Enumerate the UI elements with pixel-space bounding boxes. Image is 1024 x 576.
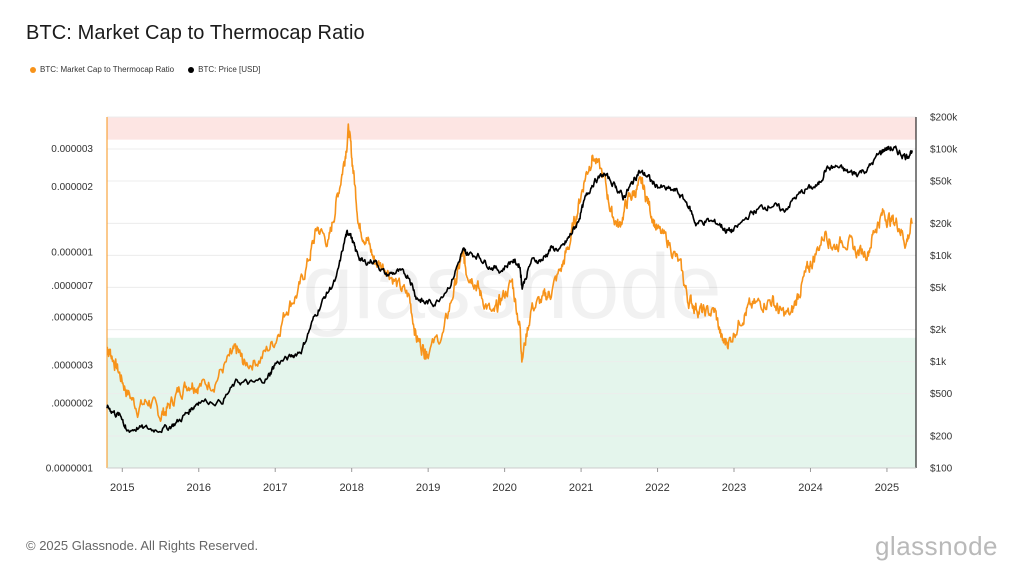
left-tick-label: .0000007 xyxy=(51,281,93,292)
left-tick-label: .0000002 xyxy=(51,398,93,409)
right-tick-label: $100 xyxy=(930,464,953,475)
legend-label-ratio: BTC: Market Cap to Thermocap Ratio xyxy=(40,65,175,74)
right-tick-label: $5k xyxy=(930,283,947,294)
x-tick-label: 2023 xyxy=(722,482,746,494)
right-tick-label: $1k xyxy=(930,357,947,368)
series-ratio-line xyxy=(106,123,913,422)
left-tick-label: 0.0000001 xyxy=(46,464,94,475)
x-tick-label: 2017 xyxy=(263,482,287,494)
legend-item-price[interactable]: BTC: Price [USD] xyxy=(188,65,260,74)
lower-band xyxy=(107,337,916,468)
left-tick-label: 0.000001 xyxy=(51,247,93,258)
right-tick-label: $200 xyxy=(930,431,953,442)
axes-layer: 0.000003 0.000002 0.000001 .0000007 .0000005… xyxy=(46,113,959,495)
legend-dot-price xyxy=(188,66,195,73)
right-tick-label: $500 xyxy=(930,389,953,400)
right-tick-label: $200k xyxy=(930,113,958,124)
x-tick-label: 2018 xyxy=(339,482,363,494)
right-tick-label: $50k xyxy=(930,177,953,188)
x-tick-label: 2022 xyxy=(645,482,669,494)
legend-label-price: BTC: Price [USD] xyxy=(198,65,261,74)
series-layer xyxy=(106,123,913,434)
left-tick-label: 0.000002 xyxy=(51,182,93,193)
x-tick-label: 2025 xyxy=(875,482,899,494)
x-tick-label: 2020 xyxy=(492,482,516,494)
right-tick-label: $100k xyxy=(930,145,958,156)
brand-logo[interactable]: glassnode xyxy=(874,531,998,561)
right-tick-label: $10k xyxy=(930,251,953,262)
right-tick-label: $2k xyxy=(930,325,947,336)
x-tick-label: 2019 xyxy=(416,482,440,494)
x-tick-label: 2016 xyxy=(187,482,211,494)
chart-title: BTC: Market Cap to Thermocap Ratio xyxy=(26,22,365,44)
x-tick-label: 2021 xyxy=(569,482,593,494)
legend-dot-ratio xyxy=(30,66,36,73)
legend-item-ratio[interactable]: BTC: Market Cap to Thermocap Ratio xyxy=(30,65,174,74)
x-tick-label: 2024 xyxy=(798,482,822,494)
right-tick-label: $20k xyxy=(930,219,953,230)
series-price-line xyxy=(106,145,913,434)
copyright-footer: © 2025 Glassnode. All Rights Reserved. xyxy=(26,538,259,553)
left-tick-label: .0000003 xyxy=(51,360,93,371)
legend: BTC: Market Cap to Thermocap Ratio BTC: … xyxy=(30,65,260,74)
x-tick-label: 2015 xyxy=(110,482,134,494)
left-tick-label: 0.000003 xyxy=(51,144,93,155)
upper-band xyxy=(107,117,916,140)
left-tick-label: .0000005 xyxy=(51,312,93,323)
